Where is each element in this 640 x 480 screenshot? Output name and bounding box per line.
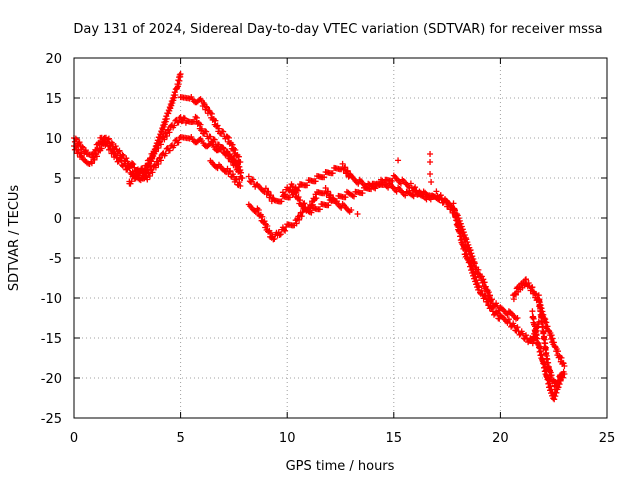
y-axis-label: SDTVAR / TECUs (7, 185, 22, 292)
data-point (395, 157, 402, 164)
series-trace-e (207, 157, 244, 189)
series-outliers (126, 151, 474, 253)
series-trace-k (535, 292, 568, 390)
y-tick-label: 5 (54, 172, 62, 187)
y-tick-label: -10 (41, 292, 62, 307)
y-tick-labels: 20 15 10 5 0 -5 -10 -15 -20 -25 (41, 52, 62, 427)
x-tick-label: 25 (599, 431, 616, 446)
x-axis-label: GPS time / hours (286, 459, 395, 474)
grid-lines (74, 58, 607, 418)
series-markers (177, 94, 244, 166)
y-tick-label: 20 (45, 52, 62, 67)
data-point (139, 175, 146, 181)
x-tick-label: 10 (279, 431, 296, 446)
plot-frame (73, 57, 608, 419)
series-trace-h (279, 181, 355, 215)
series-markers (535, 292, 568, 390)
x-tick-label: 0 (70, 431, 78, 446)
axis-ticks (73, 57, 608, 419)
data-points (71, 71, 568, 403)
y-tick-label: -20 (41, 372, 62, 387)
series-markers (207, 157, 244, 189)
y-tick-label: 0 (54, 212, 62, 227)
y-tick-label: 15 (45, 92, 62, 107)
data-point (428, 179, 435, 185)
x-tick-label: 15 (386, 431, 403, 446)
data-point (427, 171, 434, 177)
y-tick-label: -15 (41, 332, 62, 347)
series-trace-d (177, 94, 244, 166)
chart-title: Day 131 of 2024, Sidereal Day-to-day VTE… (73, 22, 602, 37)
x-tick-labels: 0 5 10 15 20 25 (70, 431, 615, 446)
x-tick-label: 20 (492, 431, 509, 446)
x-tick-label: 5 (176, 431, 184, 446)
data-point (354, 211, 361, 217)
y-tick-label: -5 (49, 252, 62, 267)
y-tick-label: -25 (41, 412, 62, 427)
data-point (427, 151, 434, 157)
y-tick-label: 10 (45, 132, 62, 147)
data-point (467, 247, 474, 253)
series-markers (279, 181, 355, 215)
data-point (427, 159, 434, 165)
data-point (126, 180, 133, 187)
